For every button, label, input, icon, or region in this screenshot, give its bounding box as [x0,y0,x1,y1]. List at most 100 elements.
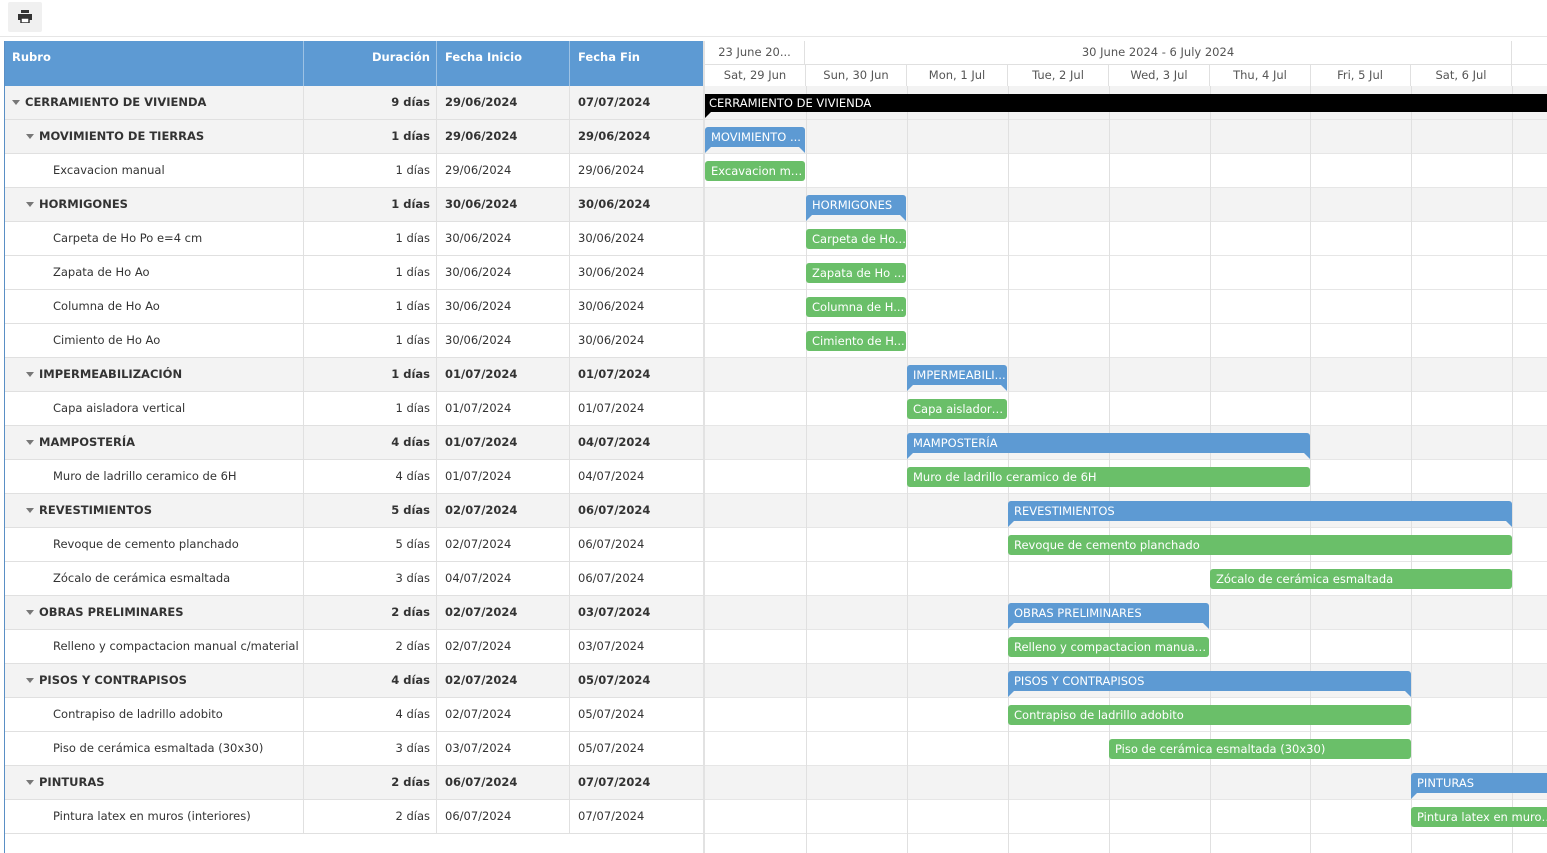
summary-bar[interactable]: MAMPOSTERÍA [907,433,1310,453]
row-name: PISOS Y CONTRAPISOS [39,673,187,687]
table-row-group[interactable]: CERRAMIENTO DE VIVIENDA 9 días 29/06/2024 0… [5,86,704,120]
collapse-caret-icon[interactable] [12,100,20,105]
table-row-group[interactable]: PISOS Y CONTRAPISOS 4 días 02/07/2024 05/07… [5,664,704,698]
task-bar[interactable]: Relleno y compactacion manual c... [1008,637,1209,657]
collapse-caret-icon[interactable] [26,372,34,377]
cell-rubro: Revoque de cemento planchado [5,528,304,561]
cell-rubro: Carpeta de Ho Po e=4 cm [5,222,304,255]
summary-bar[interactable]: REVESTIMIENTOS [1008,501,1512,521]
cell-fecha-fin: 05/07/2024 [570,664,704,697]
cell-fecha-inicio: 30/06/2024 [437,324,570,357]
task-bar[interactable]: Muro de ladrillo ceramico de 6H [907,467,1310,487]
cell-fecha-fin: 06/07/2024 [570,528,704,561]
timeline-header: 23 June 20... 30 June 2024 - 6 July 2024… [705,41,1547,87]
table-row[interactable]: Pintura latex en muros (interiores) 2 día… [5,800,704,834]
summary-bar[interactable]: MOVIMIENTO ... [705,127,805,147]
summary-bar-start-marker [1411,793,1417,799]
task-bar[interactable]: Piso de cerámica esmaltada (30x30) [1109,739,1411,759]
timeline-row [705,256,1547,290]
cell-duracion: 4 días [304,664,437,697]
table-row[interactable]: Zapata de Ho Ao 1 días 30/06/2024 30/06/202… [5,256,704,290]
collapse-caret-icon[interactable] [26,678,34,683]
cell-duracion: 2 días [304,596,437,629]
table-row-group[interactable]: MAMPOSTERÍA 4 días 01/07/2024 04/07/2024 [5,426,704,460]
table-row-group[interactable]: PINTURAS 2 días 06/07/2024 07/07/2024 [5,766,704,800]
toolbar [0,0,1547,37]
summary-bar[interactable]: IMPERMEABILI... [907,365,1007,385]
task-bar[interactable]: Revoque de cemento planchado [1008,535,1512,555]
table-row[interactable]: Revoque de cemento planchado 5 días 02/07/… [5,528,704,562]
task-bar[interactable]: Carpeta de Ho... [806,229,906,249]
collapse-caret-icon[interactable] [26,134,34,139]
cell-fecha-inicio: 01/07/2024 [437,460,570,493]
collapse-caret-icon[interactable] [26,508,34,513]
table-row[interactable]: Contrapiso de ladrillo adobito 4 días 02/0… [5,698,704,732]
table-row[interactable]: Relleno y compactacion manual c/material… [5,630,704,664]
table-row[interactable]: Zócalo de cerámica esmaltada 3 días 04/07/… [5,562,704,596]
grid-splitter[interactable] [703,41,705,853]
table-row[interactable]: Muro de ladrillo ceramico de 6H 4 días 01/… [5,460,704,494]
task-bar[interactable]: Cimiento de H... [806,331,906,351]
timeline-row [705,766,1547,800]
row-name: CERRAMIENTO DE VIVIENDA [25,95,207,109]
cell-fecha-inicio: 02/07/2024 [437,596,570,629]
cell-rubro: MAMPOSTERÍA [5,426,304,459]
timeline-row [705,120,1547,154]
row-name: Contrapiso de ladrillo adobito [53,707,223,721]
summary-bar[interactable]: PISOS Y CONTRAPISOS [1008,671,1411,691]
row-name: HORMIGONES [39,197,128,211]
summary-bar[interactable]: OBRAS PRELIMINARES [1008,603,1209,623]
summary-bar-end-marker [1405,691,1411,697]
collapse-caret-icon[interactable] [26,202,34,207]
table-row[interactable]: Capa aisladora vertical 1 días 01/07/2024 0… [5,392,704,426]
cell-fecha-inicio: 30/06/2024 [437,256,570,289]
task-bar[interactable]: Excavacion ma... [705,161,805,181]
table-row[interactable]: Columna de Ho Ao 1 días 30/06/2024 30/06/20… [5,290,704,324]
task-bar[interactable]: Columna de H... [806,297,906,317]
project-bar[interactable]: CERRAMIENTO DE VIVIENDA [705,94,1547,112]
row-name: IMPERMEABILIZACIÓN [39,367,183,381]
cell-duracion: 1 días [304,392,437,425]
task-bar[interactable]: Zócalo de cerámica esmaltada [1210,569,1512,589]
task-bar[interactable]: Capa aisladora... [907,399,1007,419]
cell-duracion: 5 días [304,528,437,561]
day-label: Sat, 29 Jun [705,64,806,86]
collapse-caret-icon[interactable] [26,610,34,615]
summary-bar[interactable]: HORMIGONES [806,195,906,215]
task-bar[interactable]: Zapata de Ho ... [806,263,906,283]
row-name: Revoque de cemento planchado [53,537,239,551]
column-header-fecha-fin[interactable]: Fecha Fin [578,50,640,64]
table-row[interactable]: Piso de cerámica esmaltada (30x30) 3 días… [5,732,704,766]
collapse-caret-icon[interactable] [26,780,34,785]
cell-fecha-fin: 05/07/2024 [570,732,704,765]
timeline-row [705,154,1547,188]
cell-duracion: 2 días [304,766,437,799]
timeline-row [705,358,1547,392]
cell-fecha-inicio: 02/07/2024 [437,698,570,731]
table-row-group[interactable]: MOVIMIENTO DE TIERRAS 1 días 29/06/2024 29/… [5,120,704,154]
table-row-group[interactable]: OBRAS PRELIMINARES 2 días 02/07/2024 03/07/… [5,596,704,630]
cell-rubro: Columna de Ho Ao [5,290,304,323]
cell-fecha-inicio: 01/07/2024 [437,358,570,391]
task-bar[interactable]: Contrapiso de ladrillo adobito [1008,705,1411,725]
table-row[interactable]: Cimiento de Ho Ao 1 días 30/06/2024 30/06/2… [5,324,704,358]
row-name: Cimiento de Ho Ao [53,333,161,347]
table-row[interactable]: Excavacion manual 1 días 29/06/2024 29/06/2… [5,154,704,188]
print-button[interactable] [8,2,42,32]
summary-bar-start-marker [1008,623,1014,629]
column-header-duracion[interactable]: Duración [304,41,437,86]
cell-fecha-inicio: 29/06/2024 [437,86,570,119]
summary-bar[interactable]: PINTURAS [1411,773,1547,793]
cell-duracion: 1 días [304,154,437,187]
collapse-caret-icon[interactable] [26,440,34,445]
column-header-fecha-inicio[interactable]: Fecha Inicio [437,41,570,86]
table-row-group[interactable]: HORMIGONES 1 días 30/06/2024 30/06/2024 [5,188,704,222]
cell-fecha-fin: 30/06/2024 [570,290,704,323]
cell-rubro: Relleno y compactacion manual c/material [5,630,304,663]
table-row-group[interactable]: REVESTIMIENTOS 5 días 02/07/2024 06/07/2024 [5,494,704,528]
column-header-rubro[interactable]: Rubro [5,41,304,86]
table-row-group[interactable]: IMPERMEABILIZACIÓN 1 días 01/07/2024 01/07/… [5,358,704,392]
table-row[interactable]: Carpeta de Ho Po e=4 cm 1 días 30/06/2024 3… [5,222,704,256]
cell-rubro: PINTURAS [5,766,304,799]
task-bar[interactable]: Pintura latex en muros (interiores) [1411,807,1547,827]
